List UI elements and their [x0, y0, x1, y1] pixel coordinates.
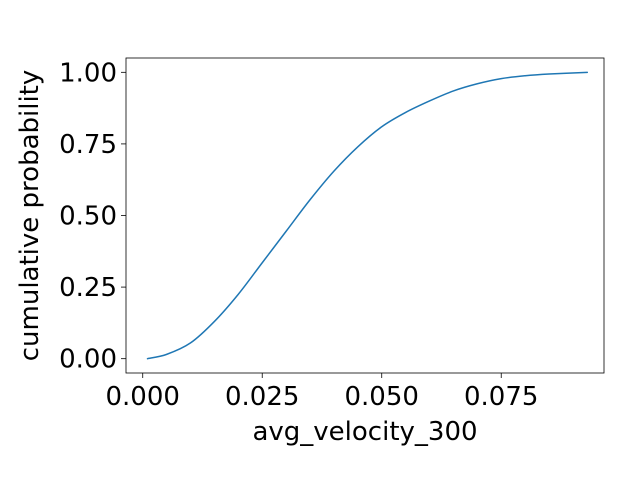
- y-tick-label: 0.25: [59, 273, 117, 303]
- series-line: [146, 71, 589, 360]
- x-tick-label: 0.000: [106, 382, 180, 412]
- x-tick-label: 0.075: [464, 382, 538, 412]
- x-tick-label: 0.025: [225, 382, 299, 412]
- y-tick-label: 0.75: [59, 130, 117, 160]
- x-axis-label: avg_velocity_300: [252, 417, 477, 447]
- y-tick-label: 1.00: [59, 58, 117, 88]
- y-tick-label: 0.50: [59, 202, 117, 232]
- y-axis-label: cumulative probability: [15, 70, 45, 362]
- y-tick-label: 0.00: [59, 345, 117, 375]
- plot-frame: [125, 57, 605, 374]
- x-tick-label: 0.050: [345, 382, 419, 412]
